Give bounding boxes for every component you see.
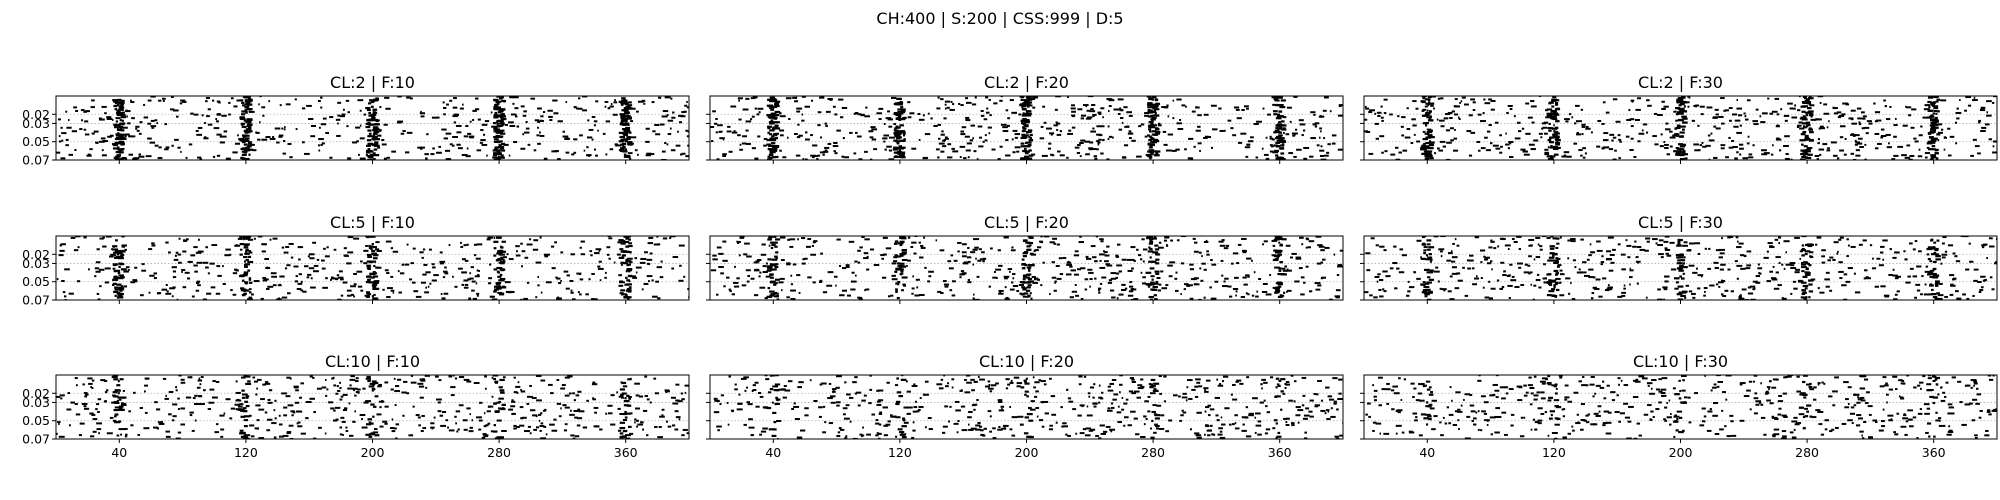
y-tick-label: 0.05 — [22, 274, 50, 289]
y-tick-label: 0.05 — [22, 134, 50, 149]
subplot-title: CL:5 | F:20 — [984, 213, 1069, 232]
subplot-2-2: CL:5 | F:20 — [706, 213, 1344, 304]
marks-group — [56, 96, 689, 160]
y-tick-label: 0.07 — [22, 153, 50, 168]
marks-group — [710, 236, 1343, 300]
subplot-title: CL:5 | F:10 — [330, 213, 415, 232]
subplot-1-2: CL:2 | F:20 — [706, 73, 1344, 164]
marks-group — [710, 96, 1343, 160]
subplot-title: CL:2 | F:10 — [330, 73, 415, 92]
y-tick-label: 0.02 — [22, 247, 50, 262]
figure-title: CH:400 | S:200 | CSS:999 | D:5 — [876, 9, 1123, 28]
marks-group — [1364, 96, 1997, 160]
subplot-2-1: CL:5 | F:10 0.020.03 0.05 0.07 — [22, 213, 690, 308]
subplot-title: CL:5 | F:30 — [1638, 213, 1723, 232]
subplot-title: CL:2 | F:30 — [1638, 73, 1723, 92]
marks-group — [56, 236, 689, 300]
marks-group — [1364, 236, 1997, 300]
subplot-1-1: CL:2 | F:10 0.020.03 0.05 0.07 — [22, 73, 690, 168]
subplot-1-3: CL:2 | F:30 — [1360, 73, 1998, 164]
y-tick-label: 0.03 — [22, 116, 50, 131]
subplot-title: CL:2 | F:20 — [984, 73, 1069, 92]
y-tick-label: 0.02 — [22, 107, 50, 122]
y-tick-label: 0.03 — [22, 256, 50, 271]
y-tick-label: 0.07 — [22, 293, 50, 308]
subplot-2-3: CL:5 | F:30 — [1360, 213, 1998, 304]
